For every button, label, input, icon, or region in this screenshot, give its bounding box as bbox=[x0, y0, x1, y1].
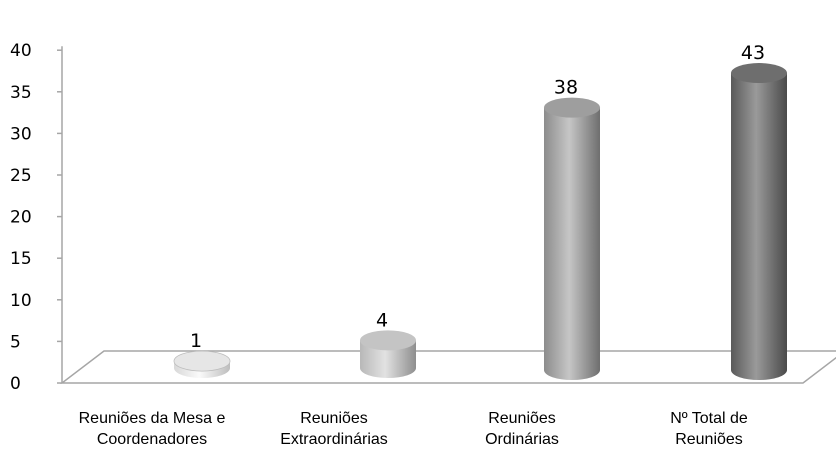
bar-1 bbox=[360, 330, 416, 378]
bar-0 bbox=[173, 350, 231, 378]
y-tick-label: 5 bbox=[10, 332, 21, 352]
y-tick-label: 15 bbox=[10, 249, 32, 269]
bars bbox=[173, 63, 787, 381]
data-label: 1 bbox=[190, 330, 202, 352]
y-tick-label: 40 bbox=[10, 41, 32, 61]
data-label: 43 bbox=[741, 42, 765, 64]
category-label: Reuniões Ordinárias bbox=[485, 410, 559, 448]
data-labels: 1 4 38 43 bbox=[190, 42, 765, 352]
chart-floor bbox=[59, 350, 836, 384]
bar-body bbox=[731, 73, 787, 380]
data-label: 38 bbox=[554, 77, 578, 99]
category-label: Reuniões da Mesa e Coordenadores bbox=[79, 410, 226, 448]
y-tick-label: 25 bbox=[10, 166, 32, 186]
floor-plane bbox=[59, 350, 836, 384]
bar-body bbox=[544, 107, 600, 381]
bar-body bbox=[360, 340, 416, 378]
category-labels: Reuniões da Mesa e Coordenadores Reuniões E… bbox=[79, 410, 748, 448]
bar-top bbox=[173, 350, 231, 372]
y-tick-label: 30 bbox=[10, 124, 32, 144]
bar-top bbox=[731, 63, 787, 84]
bar-3 bbox=[731, 63, 787, 380]
y-tick-label: 35 bbox=[10, 83, 32, 103]
y-tick-label: 0 bbox=[10, 374, 21, 394]
y-axis-ticks: 0 5 10 15 20 25 30 35 40 bbox=[10, 41, 62, 394]
category-label: Nº Total de Reuniões bbox=[670, 410, 748, 448]
y-tick-label: 20 bbox=[10, 208, 32, 228]
bar-top bbox=[544, 97, 600, 118]
data-label: 4 bbox=[376, 309, 388, 331]
category-label: Reuniões Extraordinárias bbox=[280, 410, 388, 448]
bar-top bbox=[360, 330, 416, 351]
y-tick-label: 10 bbox=[10, 291, 32, 311]
bar-2 bbox=[544, 97, 600, 381]
